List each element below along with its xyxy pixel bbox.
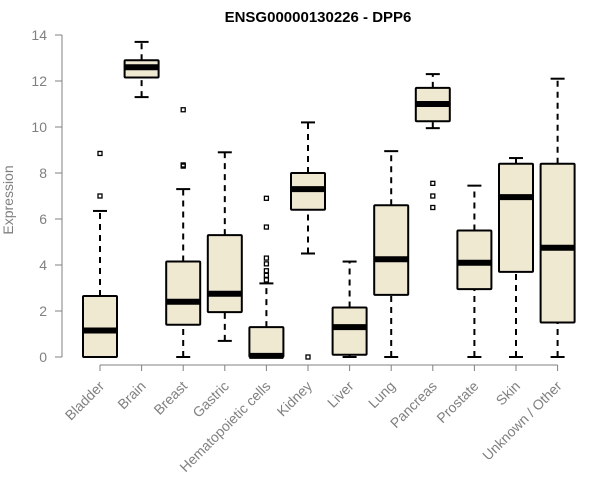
- box-series: [82, 40, 576, 360]
- box-iqr: [331, 306, 368, 356]
- y-axis-label: Expression: [0, 165, 16, 234]
- box-iqr: [248, 326, 285, 359]
- box-group: [206, 151, 243, 342]
- box-group: [290, 121, 326, 360]
- x-tick-label: Kidney: [274, 378, 316, 420]
- y-tick-label: 4: [39, 257, 47, 273]
- outlier-point: [180, 162, 186, 168]
- box-group: [373, 150, 410, 358]
- box-group: [456, 184, 493, 358]
- box-iqr: [539, 162, 576, 324]
- outlier-point: [180, 107, 186, 113]
- box-iqr: [498, 162, 534, 273]
- outlier-point: [263, 224, 270, 230]
- outlier-point: [430, 204, 436, 211]
- box-group: [498, 157, 534, 358]
- y-tick-label: 2: [39, 303, 47, 319]
- box-group: [165, 107, 202, 358]
- box-group: [123, 40, 160, 99]
- y-tick-label: 0: [39, 349, 47, 365]
- box-group: [331, 260, 368, 358]
- x-tick-label: Liver: [324, 378, 357, 411]
- outlier-point: [263, 268, 270, 274]
- outlier-point: [430, 193, 436, 199]
- outlier-point: [263, 255, 270, 261]
- box-group: [539, 77, 576, 358]
- x-tick-label: Skin: [493, 378, 524, 409]
- box-group: [82, 150, 118, 358]
- outlier-point: [263, 195, 270, 201]
- box-iqr: [165, 260, 202, 326]
- box-iqr: [373, 204, 410, 296]
- outlier-point: [97, 150, 103, 157]
- y-axis: 0 2 4 6 8 10 12 14: [31, 27, 63, 365]
- box-group: [414, 73, 451, 211]
- x-tick-label: Brain: [114, 378, 148, 412]
- x-tick-label: Prostate: [433, 378, 481, 426]
- x-tick-label: Lung: [365, 378, 398, 411]
- y-tick-label: 12: [31, 73, 47, 89]
- y-tick-label: 6: [39, 211, 47, 227]
- x-tick-label: Unknown / Other: [479, 378, 565, 464]
- x-tick-label: Breast: [150, 378, 190, 418]
- x-tick-label: Bladder: [62, 378, 108, 424]
- outlier-point: [263, 261, 270, 267]
- outlier-point: [305, 354, 311, 360]
- y-tick-label: 10: [31, 119, 47, 135]
- y-tick-label: 8: [39, 165, 47, 181]
- chart-title: ENSG00000130226 - DPP6: [225, 9, 412, 26]
- outlier-point: [263, 272, 270, 279]
- outlier-point: [263, 277, 270, 283]
- outlier-point: [430, 180, 436, 187]
- box-group: [248, 195, 285, 359]
- box-iqr: [206, 234, 243, 314]
- outlier-point: [97, 193, 103, 199]
- box-iqr: [82, 295, 118, 358]
- y-tick-label: 14: [31, 27, 47, 43]
